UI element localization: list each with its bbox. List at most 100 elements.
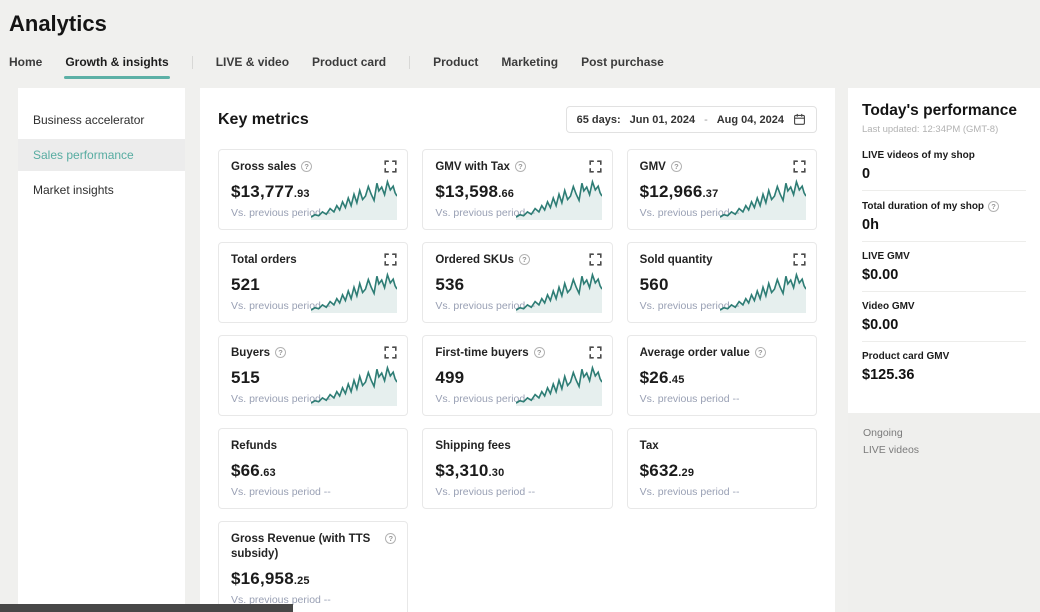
metric-value: $12,966 [639, 181, 703, 201]
sparkline-chart [720, 271, 806, 313]
metric-value-decimal: .66 [498, 187, 515, 200]
metric-title: GMV with Tax [435, 161, 510, 173]
sidebar-item-market-insights[interactable]: Market insights [33, 183, 114, 197]
metric-title: Gross sales [231, 161, 297, 173]
sparkline-chart [311, 271, 397, 313]
stat-value: 0h [862, 217, 879, 233]
sparkline-chart [516, 271, 602, 313]
info-icon[interactable]: ? [518, 253, 530, 265]
ongoing-label: Ongoing [863, 427, 903, 439]
metric-card-total-orders: Total orders 521 Vs. previous period -- [218, 241, 409, 323]
tab-product-card[interactable]: Product card [312, 55, 387, 69]
metric-value-decimal: .93 [293, 187, 310, 200]
info-icon[interactable]: ? [385, 532, 397, 544]
info-icon[interactable]: ? [754, 346, 766, 358]
metric-card-average-order-value: Average order value ? $26.45 Vs. previou… [626, 334, 817, 416]
metric-card-buyers: Buyers ? 515 Vs. previous period -- [218, 334, 409, 416]
metric-value-decimal: .37 [702, 187, 719, 200]
metric-card-first-time-buyers: First-time buyers ? 499 Vs. previous per… [422, 334, 613, 416]
stat-value: $125.36 [862, 367, 915, 383]
sidebar-item-sales-performance[interactable]: Sales performance [18, 139, 185, 171]
stat-label: Video GMV [862, 301, 915, 312]
metric-card-gmv: GMV ? $12,966.37 Vs. previous period -- [626, 149, 817, 230]
info-icon[interactable]: ? [275, 346, 286, 358]
metric-title: Ordered SKUs [435, 253, 514, 266]
expand-icon[interactable] [589, 253, 602, 266]
metric-value: $632 [639, 460, 679, 480]
sparkline-chart [516, 178, 602, 220]
sparkline-chart [720, 178, 806, 220]
metric-value: 521 [231, 274, 260, 294]
metric-card-gross-sales: Gross sales ? $13,777.93 Vs. previous pe… [218, 149, 409, 230]
metric-value-decimal: .25 [293, 574, 310, 587]
date-end: Aug 04, 2024 [716, 113, 784, 126]
metric-value-decimal: .30 [488, 466, 505, 479]
sparkline-chart [516, 364, 602, 406]
info-icon[interactable]: ? [514, 161, 526, 172]
metric-title: Shipping fees [435, 439, 511, 452]
top-tabbar: Home Growth & insights LIVE & video Prod… [9, 55, 664, 79]
tab-post-purchase[interactable]: Post purchase [581, 55, 664, 69]
date-days-label: 65 days: [576, 113, 621, 126]
tab-product[interactable]: Product [433, 55, 479, 69]
vs-previous-period: Vs. previous period -- [639, 299, 740, 312]
vs-previous-period: Vs. previous period -- [231, 206, 331, 219]
vs-previous-period: Vs. previous period -- [231, 392, 331, 405]
todays-performance-panel: Today's performance Last updated: 12:34P… [848, 88, 1040, 612]
vs-previous-period: Vs. previous period -- [435, 485, 536, 498]
expand-icon[interactable] [589, 346, 602, 359]
page-title: Analytics [9, 11, 107, 36]
metric-value-decimal: .45 [668, 373, 685, 386]
info-icon[interactable]: ? [533, 346, 545, 358]
tab-growth-insights[interactable]: Growth & insights [64, 55, 171, 79]
stat-label: LIVE videos of my shop [862, 150, 975, 161]
metric-value: $13,598 [435, 181, 499, 201]
stat-total-duration: Total duration of my shop? 0h [862, 191, 1026, 242]
vs-previous-period: Vs. previous period -- [639, 206, 740, 219]
stat-label: Total duration of my shop [862, 200, 985, 212]
metric-value: 515 [231, 367, 260, 387]
vs-previous-period: Vs. previous period -- [231, 593, 331, 606]
vs-previous-period: Vs. previous period -- [435, 206, 536, 219]
metric-title: Gross Revenue (with TTS subsidy) [231, 532, 371, 560]
metric-card-shipping-fees: Shipping fees $3,310.30 Vs. previous per… [422, 427, 613, 509]
tab-live-video[interactable]: LIVE & video [215, 55, 290, 69]
info-icon[interactable]: ? [988, 201, 1000, 212]
stat-value: 0 [862, 166, 871, 182]
tab-marketing[interactable]: Marketing [501, 55, 559, 69]
vs-previous-period: Vs. previous period -- [639, 485, 740, 498]
todays-performance-title: Today's performance [862, 102, 1017, 119]
metric-title: Total orders [231, 253, 297, 266]
tab-divider [191, 56, 193, 69]
metric-value: 499 [435, 367, 465, 387]
tab-divider [409, 56, 411, 69]
info-icon[interactable]: ? [670, 161, 682, 172]
stat-label: LIVE GMV [862, 251, 910, 262]
metric-card-ordered-skus: Ordered SKUs ? 536 Vs. previous period -… [422, 241, 613, 323]
calendar-icon [793, 113, 806, 126]
ongoing-live-videos-section: Ongoing LIVE videos [848, 413, 1040, 612]
vs-previous-period: Vs. previous period -- [435, 299, 536, 312]
expand-icon[interactable] [793, 253, 806, 266]
expand-icon[interactable] [384, 160, 397, 173]
expand-icon[interactable] [384, 346, 397, 359]
date-start: Jun 01, 2024 [629, 113, 696, 126]
metric-value: 536 [435, 274, 465, 294]
tab-home[interactable]: Home [9, 55, 43, 69]
stat-live-videos: LIVE videos of my shop 0 [862, 141, 1026, 191]
metric-value: $3,310 [435, 460, 489, 480]
stat-live-gmv: LIVE GMV $0.00 [862, 242, 1026, 292]
metric-card-gross-revenue-tts: Gross Revenue (with TTS subsidy) ? $16,9… [218, 520, 409, 612]
key-metrics-panel: Key metrics 65 days: Jun 01, 2024 - Aug … [200, 88, 835, 612]
info-icon[interactable]: ? [301, 161, 313, 172]
expand-icon[interactable] [793, 160, 806, 173]
vs-previous-period: Vs. previous period -- [231, 485, 331, 498]
sparkline-chart [311, 178, 397, 220]
expand-icon[interactable] [384, 253, 397, 266]
vs-previous-period: Vs. previous period -- [435, 392, 536, 405]
date-range-picker[interactable]: 65 days: Jun 01, 2024 - Aug 04, 2024 [565, 106, 817, 133]
metric-title: Buyers [231, 346, 270, 359]
sidebar-item-business-accelerator[interactable]: Business accelerator [33, 113, 145, 127]
expand-icon[interactable] [589, 160, 602, 173]
metric-title: GMV [639, 161, 666, 173]
